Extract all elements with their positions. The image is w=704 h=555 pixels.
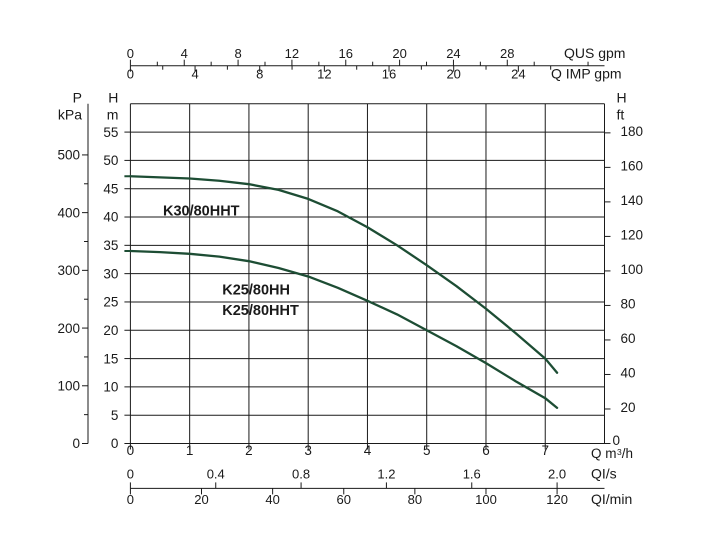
svg-text:5: 5 xyxy=(111,408,119,423)
svg-text:55: 55 xyxy=(103,125,118,140)
svg-text:140: 140 xyxy=(621,193,644,208)
svg-text:16: 16 xyxy=(382,67,396,82)
svg-text:8: 8 xyxy=(234,46,241,61)
svg-text:35: 35 xyxy=(103,238,118,253)
svg-text:0: 0 xyxy=(127,67,134,82)
svg-text:80: 80 xyxy=(621,297,636,312)
svg-text:4: 4 xyxy=(181,46,188,61)
svg-text:1.2: 1.2 xyxy=(377,467,395,482)
svg-text:20: 20 xyxy=(446,67,460,82)
svg-text:180: 180 xyxy=(621,124,644,139)
svg-text:20: 20 xyxy=(194,492,208,507)
svg-text:Q IMP gpm: Q IMP gpm xyxy=(551,66,622,82)
svg-text:K30/80HHT: K30/80HHT xyxy=(163,203,240,219)
svg-text:300: 300 xyxy=(57,263,80,278)
svg-text:QI/s: QI/s xyxy=(591,466,617,482)
svg-text:6: 6 xyxy=(482,443,490,458)
svg-text:5: 5 xyxy=(423,443,431,458)
svg-text:H: H xyxy=(108,90,118,106)
svg-text:0.4: 0.4 xyxy=(207,467,225,482)
svg-text:80: 80 xyxy=(408,492,422,507)
svg-text:0: 0 xyxy=(127,46,134,61)
svg-text:60: 60 xyxy=(621,331,636,346)
svg-text:16: 16 xyxy=(339,46,353,61)
svg-text:4: 4 xyxy=(191,67,198,82)
svg-text:25: 25 xyxy=(103,295,118,310)
svg-text:kPa: kPa xyxy=(58,107,82,123)
svg-text:45: 45 xyxy=(103,181,118,196)
svg-text:24: 24 xyxy=(511,67,525,82)
svg-text:40: 40 xyxy=(265,492,279,507)
svg-text:1.6: 1.6 xyxy=(463,467,481,482)
svg-text:2.0: 2.0 xyxy=(548,467,566,482)
svg-text:40: 40 xyxy=(103,210,118,225)
svg-text:1: 1 xyxy=(186,443,194,458)
svg-text:24: 24 xyxy=(446,46,460,61)
svg-text:200: 200 xyxy=(57,321,80,336)
svg-text:12: 12 xyxy=(317,67,331,82)
svg-text:20: 20 xyxy=(621,400,636,415)
svg-text:100: 100 xyxy=(57,378,80,393)
svg-text:30: 30 xyxy=(103,266,118,281)
svg-text:0: 0 xyxy=(72,436,80,451)
svg-text:20: 20 xyxy=(392,46,406,61)
svg-text:3: 3 xyxy=(304,443,312,458)
svg-text:0: 0 xyxy=(127,467,134,482)
svg-text:100: 100 xyxy=(475,492,497,507)
svg-text:500: 500 xyxy=(57,148,80,163)
svg-text:0: 0 xyxy=(111,436,119,451)
svg-text:28: 28 xyxy=(500,46,514,61)
svg-text:40: 40 xyxy=(621,366,636,381)
svg-text:P: P xyxy=(73,90,82,106)
svg-text:15: 15 xyxy=(103,351,118,366)
svg-text:0.8: 0.8 xyxy=(292,467,310,482)
svg-text:2: 2 xyxy=(245,443,253,458)
svg-text:H: H xyxy=(617,90,627,106)
svg-text:Q m3/h: Q m3/h xyxy=(591,446,633,461)
svg-text:QI/min: QI/min xyxy=(591,491,632,507)
svg-text:10: 10 xyxy=(103,380,118,395)
svg-text:0: 0 xyxy=(127,443,135,458)
svg-text:400: 400 xyxy=(57,205,80,220)
svg-text:60: 60 xyxy=(337,492,351,507)
svg-text:50: 50 xyxy=(103,153,118,168)
svg-text:ft: ft xyxy=(617,107,625,123)
svg-text:120: 120 xyxy=(621,228,644,243)
svg-text:120: 120 xyxy=(546,492,568,507)
svg-text:100: 100 xyxy=(621,262,644,277)
svg-text:20: 20 xyxy=(103,323,118,338)
svg-text:m: m xyxy=(107,107,119,123)
svg-text:QUS gpm: QUS gpm xyxy=(564,45,625,61)
svg-text:4: 4 xyxy=(364,443,372,458)
svg-text:8: 8 xyxy=(256,67,263,82)
svg-text:7: 7 xyxy=(541,443,549,458)
svg-text:K25/80HH: K25/80HH xyxy=(222,283,290,299)
svg-text:160: 160 xyxy=(621,159,644,174)
svg-text:12: 12 xyxy=(285,46,299,61)
svg-text:0: 0 xyxy=(127,492,134,507)
svg-text:K25/80HHT: K25/80HHT xyxy=(222,303,299,319)
